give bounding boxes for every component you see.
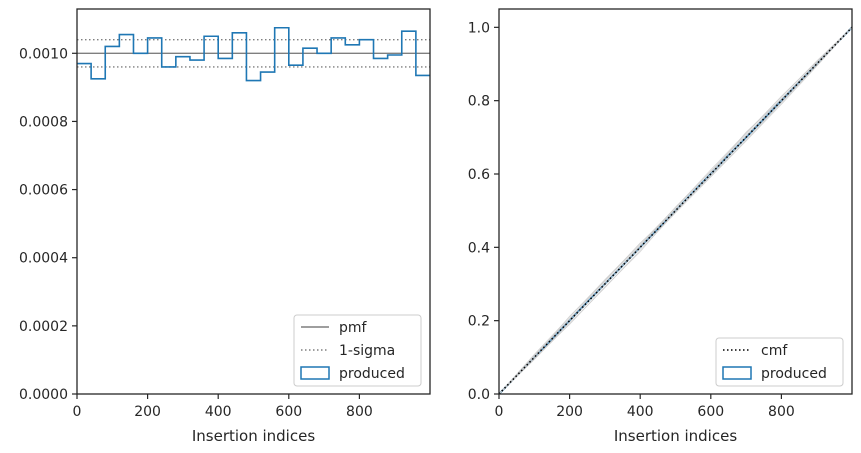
sample-cdf-3	[499, 27, 852, 394]
right-y-tick-label: 0.2	[468, 314, 490, 330]
right-legend-label: produced	[761, 366, 827, 382]
left-x-tick-label: 800	[346, 404, 373, 420]
histogram-bin-22	[388, 54, 402, 56]
produced-step-histogram	[77, 26, 430, 82]
histogram-bin-17	[317, 52, 331, 54]
left-y-tick-label: 0.0006	[19, 183, 68, 199]
right-y-tick-label: 0.4	[468, 240, 490, 256]
histogram-bin-16	[303, 47, 317, 49]
left-axes-frame	[76, 8, 431, 395]
right-x-tick-label: 800	[768, 404, 795, 420]
histogram-bin-18	[331, 37, 345, 39]
histogram-bin-24	[416, 74, 430, 76]
right-y-tick-label: 0.8	[468, 94, 490, 110]
left-x-tick-label: 200	[134, 404, 161, 420]
left-plot-area	[77, 26, 430, 82]
right-x-axis-label: Insertion indices	[614, 427, 737, 445]
sample-cdf-5	[499, 27, 852, 394]
histogram-bin-21	[374, 57, 388, 59]
sample-cdf-6	[499, 27, 852, 394]
right-x-tick-label: 400	[627, 404, 654, 420]
histogram-bin-12	[246, 80, 260, 82]
left-legend-swatch-box	[300, 366, 330, 380]
right-x-tick-label: 0	[495, 404, 504, 420]
histogram-bin-14	[275, 27, 289, 29]
right-x-tick-label: 600	[697, 404, 724, 420]
left-legend-label: 1-sigma	[339, 343, 395, 359]
right-plot-area	[499, 26, 852, 394]
right-y-tick-label: 0.6	[468, 167, 490, 183]
histogram-bin-6	[162, 66, 176, 68]
histogram-bin-2	[105, 45, 119, 47]
histogram-bin-13	[261, 71, 275, 73]
right-legend: cmf produced	[715, 337, 844, 387]
left-legend-label: produced	[339, 366, 405, 382]
left-x-tick-label: 600	[275, 404, 302, 420]
histogram-bin-9	[204, 35, 218, 37]
sample-cdf-7	[499, 27, 852, 394]
histogram-bin-7	[176, 56, 190, 58]
right-y-tick-label: 1.0	[468, 20, 490, 36]
cmf-line-overlay	[499, 26, 852, 394]
histogram-bin-1	[91, 78, 105, 80]
right-legend-label: cmf	[761, 343, 788, 359]
left-y-tick-label: 0.0000	[19, 387, 68, 403]
histogram-bin-20	[359, 39, 373, 41]
histogram-bin-15	[289, 64, 303, 66]
histogram-bin-5	[148, 37, 162, 39]
left-legend-box	[293, 314, 422, 387]
left-y-tick-label: 0.0002	[19, 319, 68, 335]
left-legend-label: pmf	[339, 320, 368, 336]
left-panel-pmf: 0 200 400 600 800 0.0000 0.0002 0.0004 0.0006 0.0…	[19, 8, 431, 445]
right-axes-frame	[498, 8, 853, 395]
right-legend-swatch-box	[722, 366, 752, 380]
histogram-bin-3	[119, 34, 133, 36]
right-x-tick-label: 200	[556, 404, 583, 420]
left-y-tick-label: 0.0004	[19, 251, 68, 267]
histogram-bin-23	[402, 30, 416, 32]
right-panel-cmf: 0 200 400 600 800 0.0 0.2 0.4 0.6 0.8 1.0 Insertion…	[468, 8, 853, 445]
left-y-tick-label: 0.0010	[19, 46, 68, 62]
left-x-tick-label: 0	[73, 404, 82, 420]
histogram-bin-8	[190, 59, 204, 61]
right-y-tick-label: 0.0	[468, 387, 490, 403]
histogram-bin-0	[77, 63, 91, 65]
histogram-bin-4	[133, 52, 147, 54]
histogram-bin-11	[232, 32, 246, 34]
left-y-tick-label: 0.0008	[19, 114, 68, 130]
histogram-bin-19	[345, 44, 359, 46]
left-legend: pmf 1-sigma produced	[293, 314, 422, 387]
left-x-tick-label: 400	[205, 404, 232, 420]
histogram-bin-10	[218, 57, 232, 59]
left-x-axis-label: Insertion indices	[192, 427, 315, 445]
